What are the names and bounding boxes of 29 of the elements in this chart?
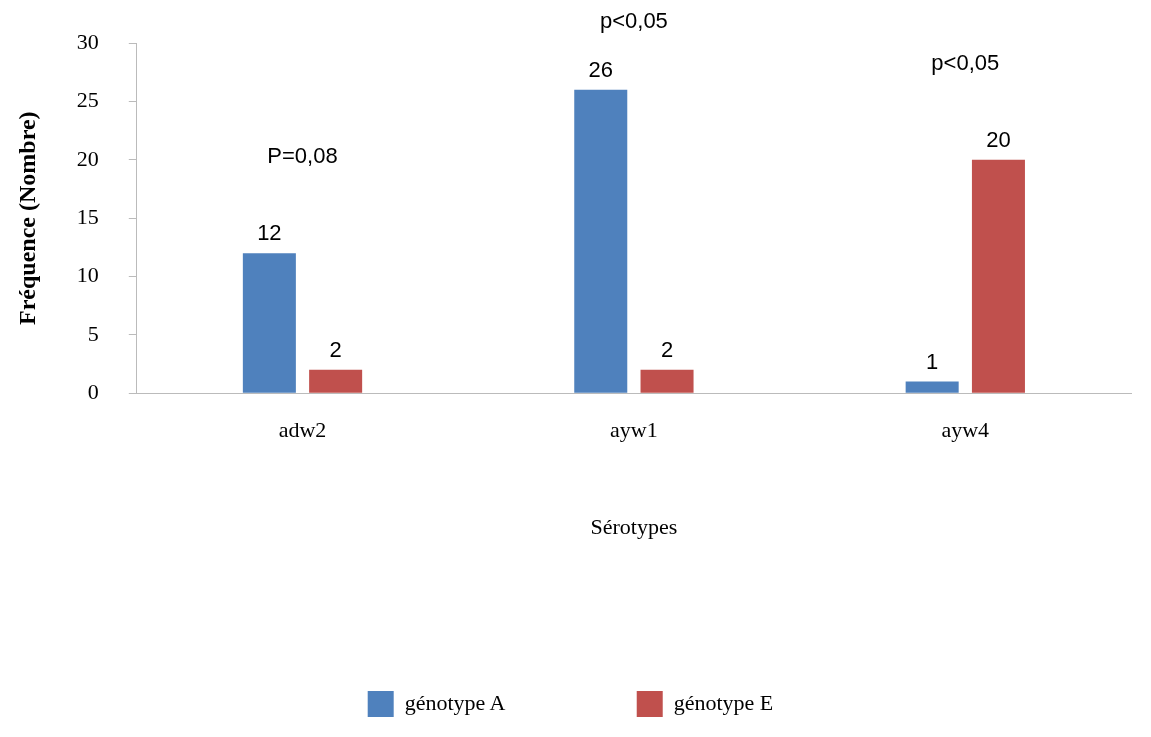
x-tick-label: adw2: [278, 417, 327, 443]
bar: [309, 369, 363, 393]
x-tick-label: ayw1: [610, 417, 658, 443]
y-tick-label: 20: [76, 145, 99, 171]
annotation: p<0,05: [931, 49, 1000, 75]
x-tick-label: ayw4: [941, 417, 990, 443]
data-label: 1: [926, 348, 939, 374]
y-tick-label: 30: [76, 28, 99, 54]
bar: [971, 159, 1025, 393]
text: p<0,05: [599, 8, 668, 34]
y-tick-label: 5: [87, 320, 99, 346]
legend-label: génotype E: [673, 689, 774, 715]
y-axis-title: Fréquence (Nombre): [13, 111, 40, 325]
y-tick-label: 10: [76, 262, 99, 288]
y-tick-label: 15: [76, 203, 99, 229]
bar: [242, 253, 296, 393]
data-label: 2: [329, 336, 342, 362]
y-tick-label: 0: [87, 378, 99, 404]
data-label: 26: [588, 56, 613, 82]
bar: [574, 89, 628, 393]
data-label: 12: [257, 220, 282, 246]
data-label: 20: [986, 126, 1011, 152]
bar: [640, 369, 694, 393]
annotation: P=0,08: [267, 143, 338, 169]
y-tick-label: 25: [76, 87, 99, 113]
bar: [905, 381, 959, 393]
data-label: 2: [660, 336, 674, 362]
legend-label: génotype A: [404, 689, 506, 715]
x-axis-title: Sérotypes: [590, 513, 678, 539]
